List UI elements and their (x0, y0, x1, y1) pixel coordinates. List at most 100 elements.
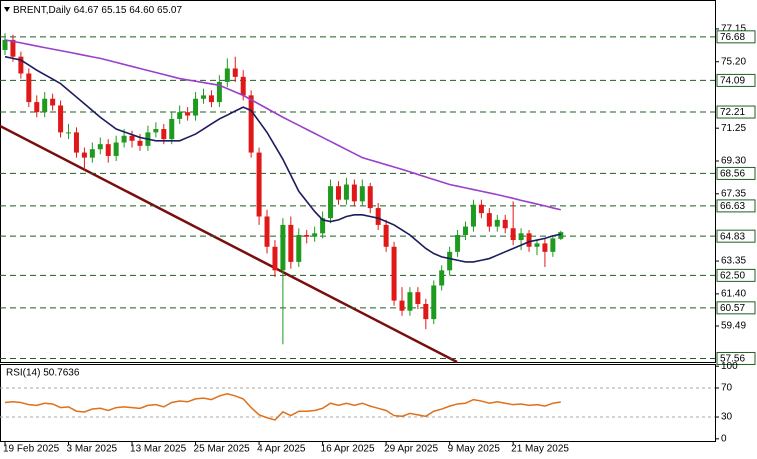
candle-body (399, 300, 405, 311)
level-label: 76.68 (720, 32, 745, 43)
y-tick-label: 30 (721, 412, 733, 423)
candle-body (208, 95, 214, 103)
y-tick-label: 61.40 (721, 289, 746, 300)
candle-body (463, 226, 469, 235)
candle-body (81, 152, 87, 158)
candle-body (105, 144, 111, 156)
level-label: 60.57 (720, 303, 745, 314)
candle-body (264, 216, 270, 247)
y-tick-label: 59.49 (721, 321, 746, 332)
candle-body (470, 204, 476, 227)
candle-body (2, 39, 8, 50)
symbol: BRENT,Daily (13, 5, 71, 16)
level-label-box (716, 166, 756, 180)
candle-body (248, 95, 254, 153)
candle-body (18, 56, 24, 74)
candle-body (50, 98, 56, 106)
candle-body (407, 292, 413, 311)
candle-body (66, 132, 72, 134)
candle-body (367, 186, 373, 209)
x-tick-label: 16 Apr 2025 (321, 444, 375, 455)
candle-body (121, 135, 127, 143)
candle-body (280, 224, 286, 271)
high-price: 65.15 (101, 5, 126, 16)
candle-body (169, 118, 175, 140)
candle-body (216, 81, 222, 103)
candle-body (494, 219, 500, 227)
candle-body (359, 186, 365, 202)
open-price: 64.67 (74, 5, 99, 16)
marks (0, 33, 715, 421)
candle-body (502, 219, 508, 229)
close-price: 65.07 (157, 5, 182, 16)
y-tick-label: 70 (721, 383, 733, 394)
y-tick-label: 63.35 (721, 256, 746, 267)
y-tick-label: 69.30 (721, 156, 746, 167)
level-label-box (716, 268, 756, 282)
x-tick-label: 29 Apr 2025 (384, 444, 438, 455)
level-label-box (716, 199, 756, 213)
candle-body (304, 234, 310, 237)
x-tick-label: 3 Mar 2025 (67, 444, 118, 455)
level-label-box (716, 30, 756, 44)
level-label-box (716, 301, 756, 315)
level-label: 57.56 (720, 354, 745, 365)
candle-body (89, 149, 95, 158)
y-tick-label: 71.25 (721, 123, 746, 134)
candle-body (312, 233, 318, 237)
candle-body (391, 246, 397, 301)
symbol-header: BRENT,Daily 64.67 65.15 64.60 65.07 (13, 5, 182, 16)
level-label-box (716, 351, 756, 365)
candle-body (42, 98, 48, 113)
x-tick-label: 21 May 2025 (511, 444, 569, 455)
candle-body (193, 98, 199, 116)
candle-body (558, 232, 564, 239)
y-tick-label: 67.35 (721, 188, 746, 199)
candle-body (383, 224, 389, 247)
level-label: 68.56 (720, 169, 745, 180)
candle-body (542, 243, 548, 252)
candle-body (153, 129, 159, 133)
trendline (0, 124, 458, 364)
candle-body (351, 184, 357, 202)
x-tick-label: 25 Mar 2025 (194, 444, 251, 455)
menu-arrow (4, 7, 10, 12)
candle-body (431, 285, 437, 320)
candle-body (415, 292, 421, 304)
candle-body (129, 135, 135, 141)
candle-body (455, 234, 461, 252)
level-label-box (716, 105, 756, 119)
candle-body (185, 112, 191, 116)
moving-average (4, 39, 561, 211)
candle-body (240, 76, 246, 96)
y-tick-label: 0 (721, 433, 727, 444)
rsi-title: RSI(14) 50.7636 (6, 368, 80, 379)
candle-body (201, 95, 206, 99)
candle-body (224, 68, 230, 82)
candle-body (26, 73, 32, 103)
candle-body (447, 251, 453, 271)
candle-body (486, 213, 492, 227)
candle-body (534, 243, 540, 247)
candle-body (510, 228, 516, 241)
candle-body (288, 224, 294, 262)
level-label: 74.09 (720, 76, 745, 87)
candle-body (113, 142, 119, 156)
candle-body (296, 234, 302, 262)
candle-body (328, 186, 334, 219)
candle-body (375, 208, 381, 225)
candle-body (58, 105, 64, 133)
candle-body (526, 233, 532, 247)
candle-body (73, 132, 79, 153)
y-tick-label: 75.20 (721, 56, 746, 67)
candle-body (518, 233, 524, 241)
rsi-line (4, 393, 561, 421)
x-tick-label: 13 Mar 2025 (130, 444, 187, 455)
candle-body (177, 112, 183, 119)
level-label: 66.63 (720, 201, 745, 212)
candle-body (272, 246, 278, 271)
level-label: 62.50 (720, 271, 745, 282)
candle-body (320, 218, 326, 234)
x-tick-label: 19 Feb 2025 (3, 444, 60, 455)
candle-body (343, 184, 349, 200)
